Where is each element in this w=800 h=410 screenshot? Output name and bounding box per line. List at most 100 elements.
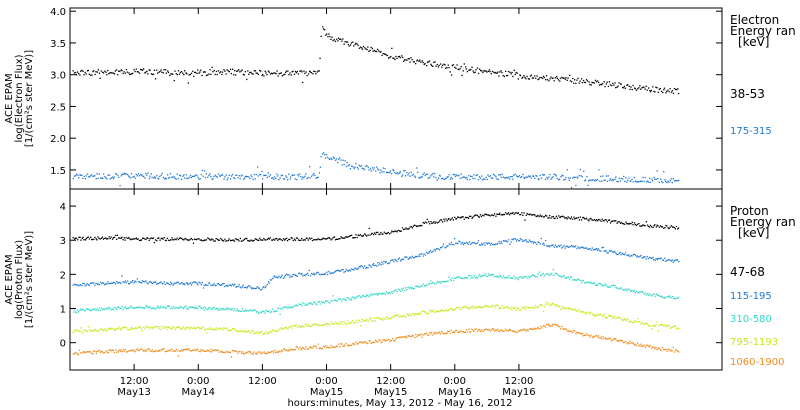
data-point [528, 176, 531, 178]
data-point [384, 318, 387, 321]
data-point [422, 334, 424, 336]
data-point [676, 259, 678, 261]
data-point [130, 305, 132, 307]
data-point [518, 330, 520, 332]
data-point [321, 347, 323, 350]
data-point [236, 286, 238, 288]
data-point [609, 222, 612, 224]
data-point [570, 186, 573, 189]
data-point [397, 258, 399, 260]
data-point [406, 228, 408, 230]
data-point [294, 304, 297, 307]
data-point [287, 179, 289, 181]
data-point [550, 217, 552, 219]
data-point [331, 300, 333, 302]
data-point [137, 71, 139, 73]
data-point [354, 267, 356, 269]
data-point [677, 327, 679, 329]
data-point [415, 333, 417, 336]
data-point [251, 288, 253, 290]
electron-plot-frame [69, 7, 723, 190]
data-point [424, 333, 426, 335]
data-point [619, 251, 622, 254]
data-point [84, 310, 86, 312]
data-point [630, 180, 632, 182]
legend-entry: 175-315 [730, 126, 772, 137]
data-point [666, 90, 668, 92]
data-point [379, 233, 381, 235]
data-point [341, 321, 343, 323]
data-point [492, 328, 494, 330]
data-point [539, 327, 541, 330]
data-point [381, 341, 383, 343]
data-point [422, 221, 424, 224]
data-point [591, 282, 593, 284]
data-point [629, 290, 631, 292]
data-point [246, 331, 248, 333]
data-point [403, 228, 405, 231]
data-point [532, 77, 535, 79]
data-point [658, 226, 661, 228]
data-point [260, 353, 262, 355]
data-point [385, 291, 388, 293]
data-point [646, 344, 648, 346]
data-point [151, 307, 153, 309]
data-point [164, 69, 167, 71]
data-point [603, 81, 605, 83]
data-point [514, 306, 516, 309]
data-point [431, 64, 433, 67]
data-point [644, 225, 646, 227]
data-point [506, 213, 508, 215]
data-point [487, 305, 489, 308]
data-point [509, 71, 511, 73]
data-point [435, 310, 437, 313]
data-point [529, 307, 531, 309]
data-point [79, 174, 81, 176]
data-point [495, 176, 497, 178]
data-point [604, 179, 606, 181]
data-point [240, 175, 242, 177]
data-point [203, 284, 205, 286]
data-point [310, 302, 312, 304]
data-point [229, 284, 231, 286]
data-point [635, 290, 638, 292]
data-point [490, 177, 493, 179]
data-point [215, 175, 217, 178]
data-point [648, 181, 650, 183]
data-point [471, 66, 473, 68]
data-point [260, 331, 262, 333]
data-point [674, 228, 677, 230]
proton-data-points [72, 211, 680, 358]
data-point [655, 226, 657, 228]
data-point [287, 307, 289, 309]
data-point [93, 70, 95, 72]
data-point [502, 213, 504, 216]
data-point [306, 272, 309, 274]
data-point [670, 225, 673, 227]
data-point [217, 239, 220, 241]
data-point [211, 328, 213, 330]
data-point [297, 348, 300, 350]
data-point [244, 175, 246, 178]
data-point [631, 221, 633, 224]
data-point [547, 324, 549, 326]
data-point [452, 331, 454, 334]
data-point [250, 351, 252, 354]
x-tick-date-label: May13 [117, 387, 150, 398]
data-point [91, 238, 93, 241]
data-point [287, 328, 289, 330]
data-point [217, 309, 219, 311]
data-point [234, 177, 236, 180]
data-point [430, 63, 432, 65]
data-point [422, 173, 424, 176]
data-point [378, 264, 380, 266]
data-point [169, 350, 171, 352]
data-point [651, 347, 653, 349]
data-point [335, 159, 337, 161]
data-point [210, 284, 212, 286]
data-point [538, 305, 540, 307]
data-point [318, 238, 320, 241]
data-point [92, 353, 94, 355]
data-point [199, 305, 201, 307]
data-point [613, 179, 615, 181]
